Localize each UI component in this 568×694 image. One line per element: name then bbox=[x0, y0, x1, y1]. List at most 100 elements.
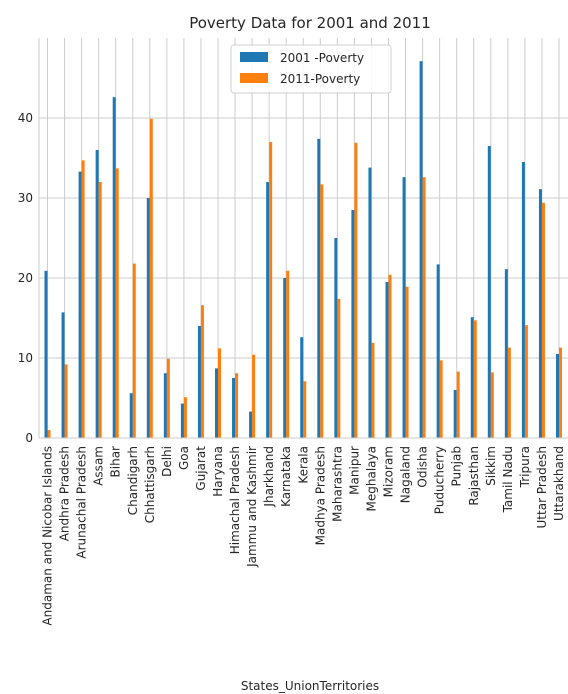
bar-2001-1 bbox=[61, 312, 65, 438]
bar-2011-2 bbox=[81, 160, 85, 438]
bar-2001-5 bbox=[129, 393, 133, 438]
x-tick-label: Mizoram bbox=[382, 446, 396, 497]
bar-2011-8 bbox=[183, 397, 187, 438]
bar-2001-27 bbox=[504, 269, 508, 438]
bar-2011-12 bbox=[252, 354, 256, 438]
legend-swatch bbox=[240, 73, 268, 83]
x-tick-label: Goa bbox=[177, 446, 191, 470]
x-tick-labels: Andaman and Nicobar Islands Andhra Prades… bbox=[41, 446, 567, 626]
x-tick-label: Gujarat bbox=[194, 446, 208, 491]
x-tick-label: Meghalaya bbox=[364, 446, 378, 511]
x-tick-label: Kerala bbox=[296, 446, 310, 484]
bar-2011-0 bbox=[47, 430, 51, 438]
y-tick-label: 0 bbox=[25, 431, 33, 445]
x-tick-label: Chhattisgarh bbox=[143, 446, 157, 523]
x-tick-label: Bihar bbox=[109, 446, 123, 478]
y-tick-label: 30 bbox=[18, 191, 33, 205]
bar-2011-7 bbox=[166, 358, 170, 438]
x-tick-label: Punjab bbox=[450, 446, 464, 487]
x-tick-label: Jammu and Kashmir bbox=[245, 446, 259, 568]
bar-2001-25 bbox=[470, 317, 474, 438]
bar-2011-22 bbox=[422, 177, 426, 438]
x-tick-label: Puducherry bbox=[433, 446, 447, 514]
bar-2001-22 bbox=[419, 61, 423, 438]
bar-2001-11 bbox=[232, 378, 236, 438]
x-tick-label: Delhi bbox=[160, 446, 174, 477]
bar-2011-13 bbox=[269, 142, 273, 438]
x-tick-label: Himachal Pradesh bbox=[228, 446, 242, 554]
bar-2011-14 bbox=[286, 270, 290, 438]
bar-2001-2 bbox=[78, 171, 82, 438]
bar-2011-30 bbox=[559, 347, 562, 438]
y-tick-label: 40 bbox=[18, 111, 33, 125]
bar-2011-19 bbox=[371, 342, 375, 438]
x-tick-label: Tamil Nadu bbox=[501, 446, 515, 513]
x-tick-label: Odisha bbox=[416, 446, 430, 488]
bar-2011-28 bbox=[524, 325, 528, 438]
y-tick-labels: 0 10 20 30 40 bbox=[18, 111, 33, 445]
legend-label: 2001 -Poverty bbox=[280, 51, 364, 65]
bar-2011-23 bbox=[439, 360, 443, 438]
legend-box bbox=[230, 44, 392, 94]
bar-2001-14 bbox=[283, 278, 287, 438]
bar-2011-26 bbox=[490, 372, 494, 438]
bar-2011-16 bbox=[320, 184, 324, 438]
bar-2001-0 bbox=[44, 270, 48, 438]
bar-2011-15 bbox=[303, 381, 307, 438]
bar-2001-28 bbox=[521, 162, 525, 438]
bar-2001-8 bbox=[180, 403, 184, 438]
bar-2001-15 bbox=[300, 337, 304, 438]
x-tick-label: Nagaland bbox=[399, 446, 413, 503]
x-tick-label: Tripura bbox=[518, 446, 532, 488]
x-tick-label: Maharashtra bbox=[330, 446, 344, 522]
bar-2011-20 bbox=[388, 274, 392, 438]
bar-2001-30 bbox=[556, 354, 559, 438]
x-tick-label: Andhra Pradesh bbox=[58, 446, 72, 541]
bar-2011-29 bbox=[541, 202, 545, 438]
bar-2011-5 bbox=[132, 263, 136, 438]
bar-2011-1 bbox=[64, 364, 68, 438]
bar-2011-6 bbox=[149, 118, 153, 439]
x-tick-label: Jharkhand bbox=[262, 446, 276, 508]
legend: 2001 -Poverty 2011-Poverty bbox=[230, 44, 392, 94]
bar-2001-18 bbox=[351, 210, 355, 438]
bar-2001-7 bbox=[163, 373, 167, 438]
bar-2001-17 bbox=[334, 238, 338, 438]
bar-2001-19 bbox=[368, 167, 372, 438]
bar-2001-10 bbox=[215, 368, 218, 438]
x-tick-label: Uttar Pradesh bbox=[535, 446, 549, 528]
bar-2011-9 bbox=[200, 305, 204, 438]
bar-2001-4 bbox=[112, 97, 116, 438]
bar-2001-23 bbox=[436, 264, 440, 438]
x-tick-label: Manipur bbox=[347, 446, 361, 495]
bar-2001-6 bbox=[146, 198, 150, 438]
x-tick-label: Karnataka bbox=[279, 446, 293, 507]
bar-2001-24 bbox=[453, 390, 457, 438]
bar-2001-26 bbox=[487, 146, 491, 438]
x-tick-label: Madhya Pradesh bbox=[313, 446, 327, 545]
x-tick-label: Assam bbox=[92, 446, 106, 486]
x-tick-label: Haryana bbox=[211, 446, 225, 497]
bar-2011-25 bbox=[473, 320, 477, 438]
x-tick-label: Andaman and Nicobar Islands bbox=[41, 446, 55, 626]
bar-2011-11 bbox=[235, 373, 239, 438]
bar-2011-27 bbox=[507, 347, 511, 438]
bar-2001-9 bbox=[197, 326, 201, 438]
bar-2001-3 bbox=[95, 150, 99, 438]
bar-2011-21 bbox=[405, 286, 409, 438]
axes bbox=[38, 38, 568, 439]
x-tick-label: Rajasthan bbox=[467, 446, 481, 506]
bars bbox=[44, 61, 562, 439]
bar-2011-4 bbox=[115, 168, 119, 438]
bar-2011-17 bbox=[337, 298, 341, 438]
legend-swatch bbox=[240, 52, 268, 62]
bar-2001-13 bbox=[266, 182, 270, 438]
x-tick-label: Sikkim bbox=[484, 446, 498, 486]
x-tick-label: Arunachal Pradesh bbox=[75, 446, 89, 559]
bar-2001-29 bbox=[538, 189, 542, 438]
bar-2001-21 bbox=[402, 177, 406, 438]
bar-2011-3 bbox=[98, 182, 102, 438]
y-tick-label: 20 bbox=[18, 271, 33, 285]
x-axis-label: States_UnionTerritories bbox=[241, 679, 379, 693]
